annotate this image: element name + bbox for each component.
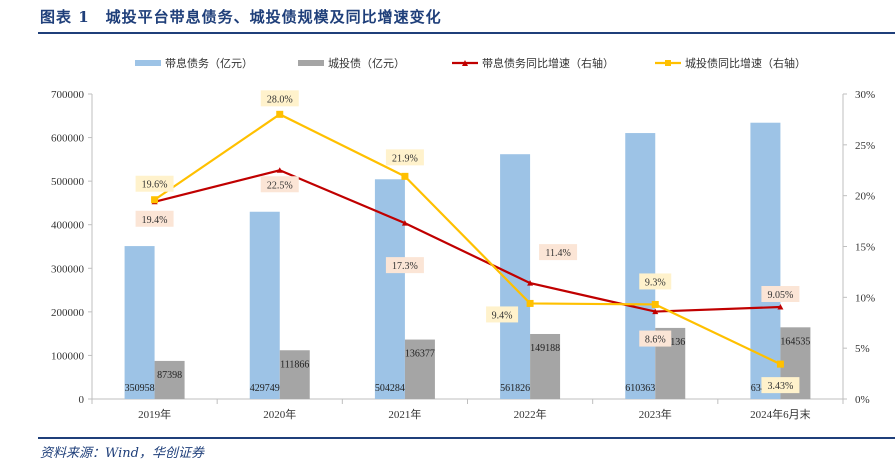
- point-label-box: [385, 149, 424, 166]
- y-tick-label: 500000: [51, 176, 85, 188]
- point-value-label: 21.9%: [392, 153, 418, 164]
- y2-tick-label: 30%: [855, 89, 875, 101]
- legend-swatch: [135, 60, 161, 66]
- point-label-box: [639, 273, 672, 290]
- source-note: 资料来源：Wind，华创证券: [40, 446, 204, 461]
- x-tick-label: 2024年6月末: [750, 407, 811, 421]
- x-tick-label: 2021年: [388, 407, 421, 421]
- bar: [625, 133, 656, 399]
- point-value-label: 3.43%: [767, 381, 793, 392]
- x-tick-label: 2023年: [639, 407, 672, 421]
- y2-tick-label: 25%: [855, 140, 875, 152]
- point-value-label: 28.0%: [267, 94, 293, 105]
- point-value-label: 9.4%: [492, 310, 513, 321]
- y2-tick-label: 20%: [855, 191, 875, 203]
- y-tick-label: 400000: [51, 220, 85, 232]
- bar-value-label: 164535: [780, 336, 810, 347]
- bar: [404, 339, 435, 399]
- point-label-box: [539, 244, 578, 261]
- legend-swatch: [298, 60, 324, 66]
- legend: 带息债务（亿元） 城投债（亿元） 带息债务同比增速（右轴） 城投债同比增速（右轴）: [135, 56, 806, 70]
- y-tick-label: 100000: [51, 350, 85, 362]
- point-marker: [401, 172, 409, 180]
- point-marker: [651, 300, 659, 308]
- figure-title: 图表 1 城投平台带息债务、城投债规模及同比增速变化: [40, 8, 442, 26]
- legend-item: 带息债务同比增速（右轴）: [452, 56, 614, 70]
- y-tick-label: 0: [79, 394, 85, 406]
- legend-item: 城投债同比增速（右轴）: [655, 56, 806, 70]
- y2-tick-label: 15%: [855, 242, 875, 254]
- y2-tick-label: 0%: [855, 394, 870, 406]
- data-labels: 3509584297495042845618266103636341118739…: [125, 90, 810, 394]
- bar-value-label: 350958: [125, 383, 155, 394]
- legend-item: 城投债（亿元）: [298, 56, 405, 70]
- bars: [124, 122, 811, 400]
- point-marker: [151, 196, 159, 204]
- y2-tick-label: 5%: [855, 343, 870, 355]
- legend-marker: [665, 60, 671, 66]
- point-marker: [526, 299, 534, 307]
- bar-value-label: 429749: [250, 383, 280, 394]
- line-interest-growth: [154, 169, 781, 313]
- point-value-label: 9.05%: [767, 290, 793, 301]
- legend-label: 带息债务（亿元）: [165, 56, 253, 70]
- point-label-box: [260, 90, 299, 107]
- bar-value-label: 561826: [500, 383, 530, 394]
- point-label-box: [761, 377, 800, 394]
- point-marker: [276, 167, 283, 173]
- y-tick-label: 700000: [51, 89, 85, 101]
- point-label-box: [135, 210, 174, 227]
- legend-label: 城投债（亿元）: [328, 56, 405, 70]
- legend-label: 带息债务同比增速（右轴）: [482, 56, 614, 70]
- bar: [530, 333, 561, 399]
- point-label-box: [761, 285, 800, 302]
- point-value-label: 22.5%: [267, 180, 293, 191]
- y-tick-label: 600000: [51, 133, 85, 145]
- point-value-label: 9.3%: [645, 277, 666, 288]
- point-marker: [527, 280, 534, 286]
- lines: [151, 110, 784, 368]
- bar: [124, 246, 155, 399]
- legend-marker: [462, 60, 468, 66]
- title-divider: [38, 32, 895, 34]
- point-marker: [776, 360, 784, 368]
- point-label-box: [639, 330, 672, 347]
- point-marker: [276, 110, 284, 118]
- y2-tick-label: 10%: [855, 292, 875, 304]
- bar: [279, 350, 310, 399]
- point-marker: [777, 303, 784, 310]
- point-marker: [652, 308, 659, 315]
- legend-label: 城投债同比增速（右轴）: [685, 56, 806, 70]
- point-value-label: 19.4%: [142, 215, 168, 226]
- bar-value-label: 136377: [405, 349, 435, 360]
- point-label-box: [486, 306, 519, 323]
- bar-value-label: 149188: [530, 343, 560, 354]
- bar-value-label: 610363: [625, 383, 655, 394]
- bar-value-label: 504284: [375, 383, 405, 394]
- x-tick-label: 2022年: [514, 407, 547, 421]
- legend-item: 带息债务（亿元）: [135, 56, 253, 70]
- bar-value-label: 87398: [157, 370, 182, 381]
- bar: [249, 211, 280, 399]
- bar-value-label: 111866: [280, 359, 309, 370]
- source-divider: [38, 437, 895, 439]
- line-bond-growth: [153, 113, 781, 366]
- x-tick-label: 2019年: [138, 407, 171, 421]
- point-value-label: 17.3%: [392, 261, 418, 272]
- y-tick-label: 300000: [51, 263, 85, 275]
- point-value-label: 19.6%: [142, 180, 168, 191]
- point-label-box: [135, 175, 174, 192]
- point-marker: [401, 220, 408, 226]
- x-tick-label: 2020年: [263, 407, 296, 421]
- point-value-label: 11.4%: [545, 248, 570, 259]
- axes: 0 100000 200000 300000 400000 500000 600000 700…: [51, 89, 875, 421]
- bar: [154, 360, 185, 399]
- point-label-box: [260, 176, 299, 193]
- point-label-box: [385, 257, 424, 274]
- y-tick-label: 200000: [51, 307, 85, 319]
- point-value-label: 8.6%: [645, 335, 666, 346]
